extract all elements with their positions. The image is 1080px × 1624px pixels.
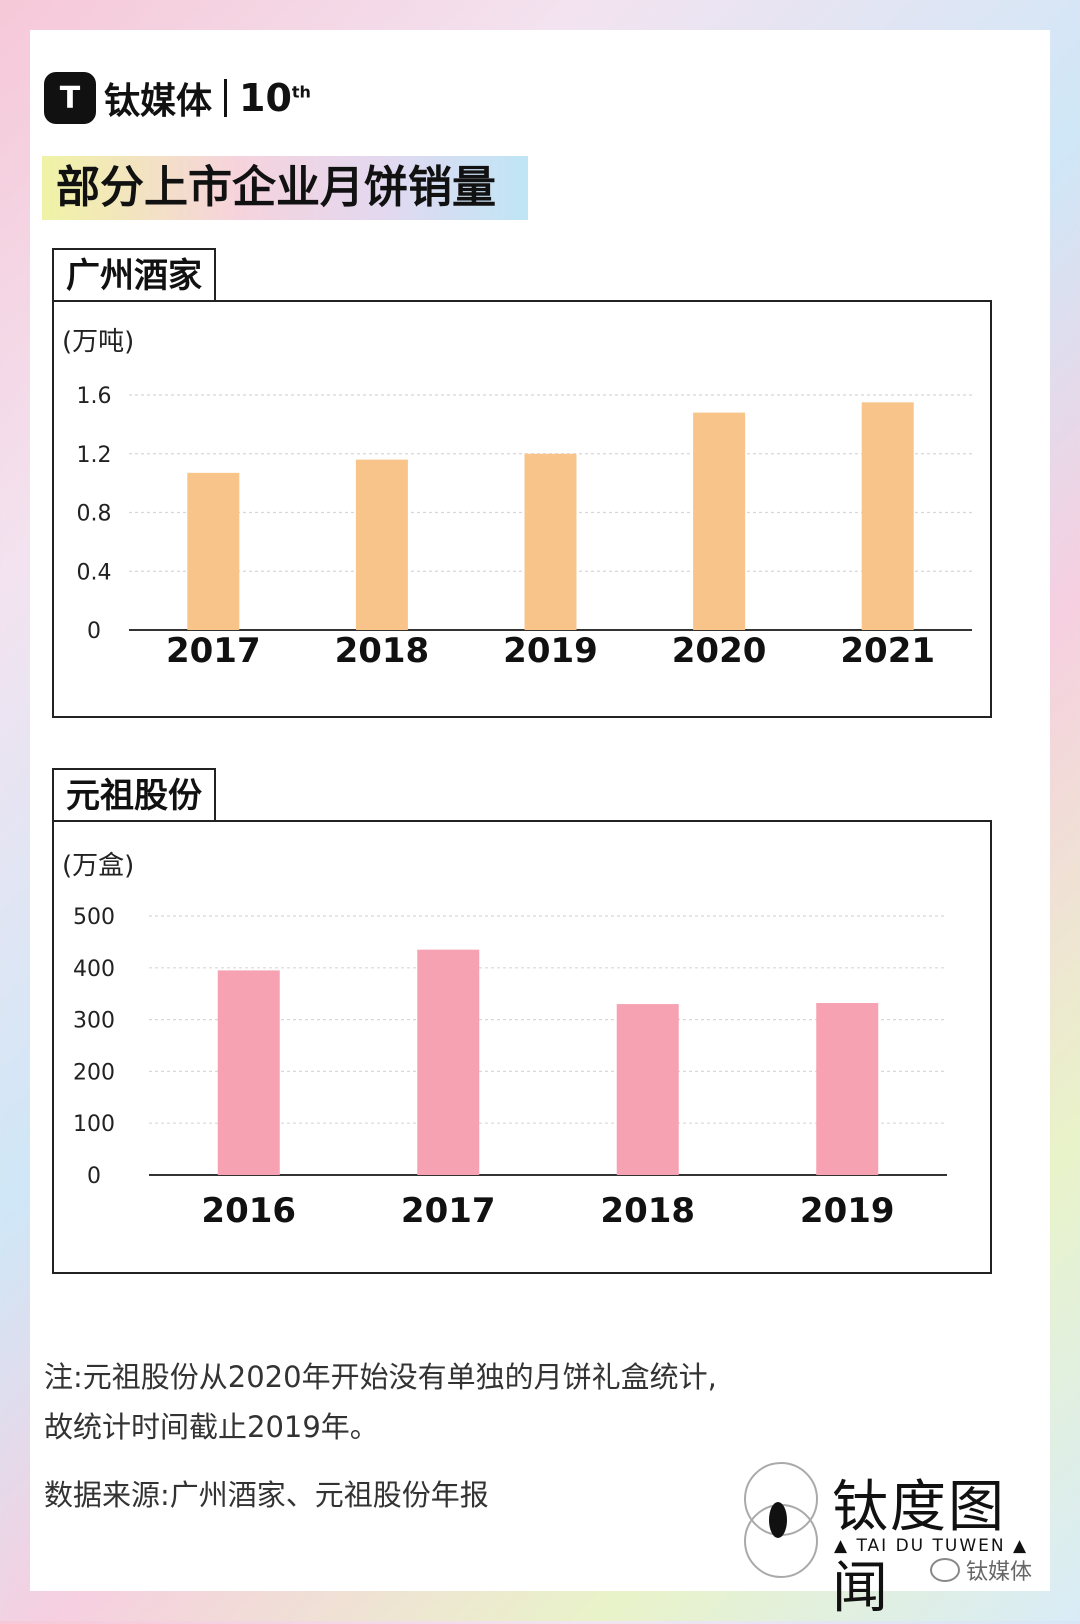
chart1-panel: (万吨) 0 0.4 0.8 1.2 1.6 2017 2018 2019 2020 2021	[52, 300, 992, 718]
taidu-en: ▲ TAI DU TUWEN ▲	[834, 1536, 1029, 1556]
taidu-logo: 钛度图闻 ▲ TAI DU TUWEN ▲	[744, 1462, 1039, 1621]
chart2-ytick: 400	[73, 957, 115, 982]
chart1-ytick: 1.6	[77, 384, 112, 409]
brand-divider	[224, 79, 228, 117]
chart2-bar	[616, 1004, 679, 1175]
chart2-panel: (万盒) 0 100 200 300 400 500 2016 2017 2018 2019	[52, 820, 992, 1274]
source-note: 数据来源:广州酒家、元祖股份年报	[44, 1478, 489, 1512]
taidu-name: 钛度图闻	[832, 1475, 1006, 1621]
chart2-svg: (万盒) 0 100 200 300 400 500 2016 2017 2018 2019	[62, 851, 947, 1231]
chart1-tab: 广州酒家	[52, 248, 216, 302]
chart2-ytick: 0	[87, 1164, 101, 1189]
chart2-ytick: 200	[73, 1060, 115, 1085]
chart2-category-label: 2019	[800, 1191, 895, 1231]
chart1-svg: (万吨) 0 0.4 0.8 1.2 1.6 2017 2018 2019 2020 2021	[62, 327, 972, 671]
brand-name: 钛媒体	[104, 81, 213, 122]
chart2-ytick: 500	[73, 905, 115, 930]
chart2-ytick: 300	[73, 1009, 115, 1034]
wechat-icon	[930, 1558, 960, 1582]
chart2-bar	[816, 1003, 879, 1175]
chart1-bar	[861, 402, 914, 630]
chart2-category-label: 2018	[600, 1191, 695, 1231]
brand-logo-icon: T	[44, 72, 96, 124]
chart2-ylabel: (万盒)	[62, 851, 134, 881]
brand-ten-number: 10	[239, 76, 292, 120]
chart1-category-label: 2018	[335, 631, 430, 671]
chart2-category-label: 2017	[401, 1191, 496, 1231]
chart2-category-label: 2016	[201, 1191, 296, 1231]
brand-anniversary: 10th	[239, 76, 311, 120]
chart1-category-label: 2019	[503, 631, 598, 671]
brand-header: T 钛媒体 10th	[44, 72, 311, 124]
note-line-1: 注:元祖股份从2020年开始没有单独的月饼礼盒统计,	[44, 1360, 717, 1394]
wechat-name: 钛媒体	[966, 1560, 1033, 1585]
note-line-2: 故统计时间截止2019年。	[44, 1410, 379, 1444]
chart1-ytick: 0	[87, 619, 101, 644]
chart1-ytick: 0.8	[77, 502, 112, 527]
chart1-bar	[524, 453, 577, 630]
chart2-ytick: 100	[73, 1112, 115, 1137]
chart2-tab: 元祖股份	[52, 768, 216, 822]
wechat-watermark: 钛媒体	[930, 1554, 1032, 1586]
chart1-bar	[693, 412, 746, 630]
chart1-bar	[355, 459, 408, 630]
chart1-ytick: 0.4	[77, 560, 112, 585]
taidu-eye-icon	[769, 1502, 787, 1538]
chart1-bar	[187, 472, 240, 630]
chart1-ytick: 1.2	[77, 443, 112, 468]
chart2-bar	[417, 949, 480, 1175]
chart1-category-label: 2017	[166, 631, 261, 671]
chart1-category-label: 2021	[840, 631, 935, 671]
brand-ten-suffix: th	[291, 82, 311, 102]
chart1-ylabel: (万吨)	[62, 327, 134, 357]
chart1-category-label: 2020	[672, 631, 767, 671]
page-title: 部分上市企业月饼销量	[42, 156, 528, 220]
chart2-bar	[217, 970, 280, 1175]
